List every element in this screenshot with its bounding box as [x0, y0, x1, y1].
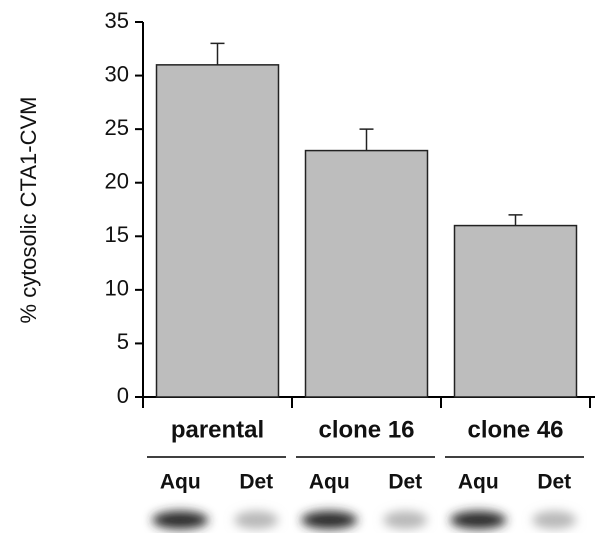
y-tick-label: 0 [117, 383, 129, 408]
lane-label: Det [239, 471, 273, 494]
y-tick-label: 15 [105, 222, 129, 247]
category-label: clone 16 [318, 416, 414, 443]
bar [157, 65, 279, 397]
category-label: parental [171, 416, 264, 443]
lane-label: Aqu [160, 471, 201, 494]
blot-band [234, 511, 278, 529]
blot-band [301, 511, 357, 529]
blot-band [450, 511, 506, 529]
blot-band [532, 511, 576, 529]
y-tick-label: 30 [105, 61, 129, 86]
error-bar [211, 43, 225, 64]
error-bar [509, 215, 523, 226]
blot-band [383, 511, 427, 529]
bar [455, 226, 577, 397]
lane-label: Det [388, 471, 422, 494]
category-label: clone 46 [467, 416, 563, 443]
lane-label: Aqu [309, 471, 350, 494]
lane-label: Det [537, 471, 571, 494]
y-axis-label: % cytosolic CTA1-CVM [16, 97, 41, 324]
bar [306, 151, 428, 397]
y-tick-label: 35 [105, 8, 129, 33]
y-tick-label: 5 [117, 329, 129, 354]
error-bar [360, 129, 374, 150]
y-tick-label: 10 [105, 276, 129, 301]
blot-band [152, 511, 208, 529]
y-tick-label: 20 [105, 169, 129, 194]
chart: % cytosolic CTA1-CVM 0 5 10 15 20 25 30 35 paren… [0, 0, 598, 533]
y-tick-label: 25 [105, 115, 129, 140]
lane-label: Aqu [458, 471, 499, 494]
